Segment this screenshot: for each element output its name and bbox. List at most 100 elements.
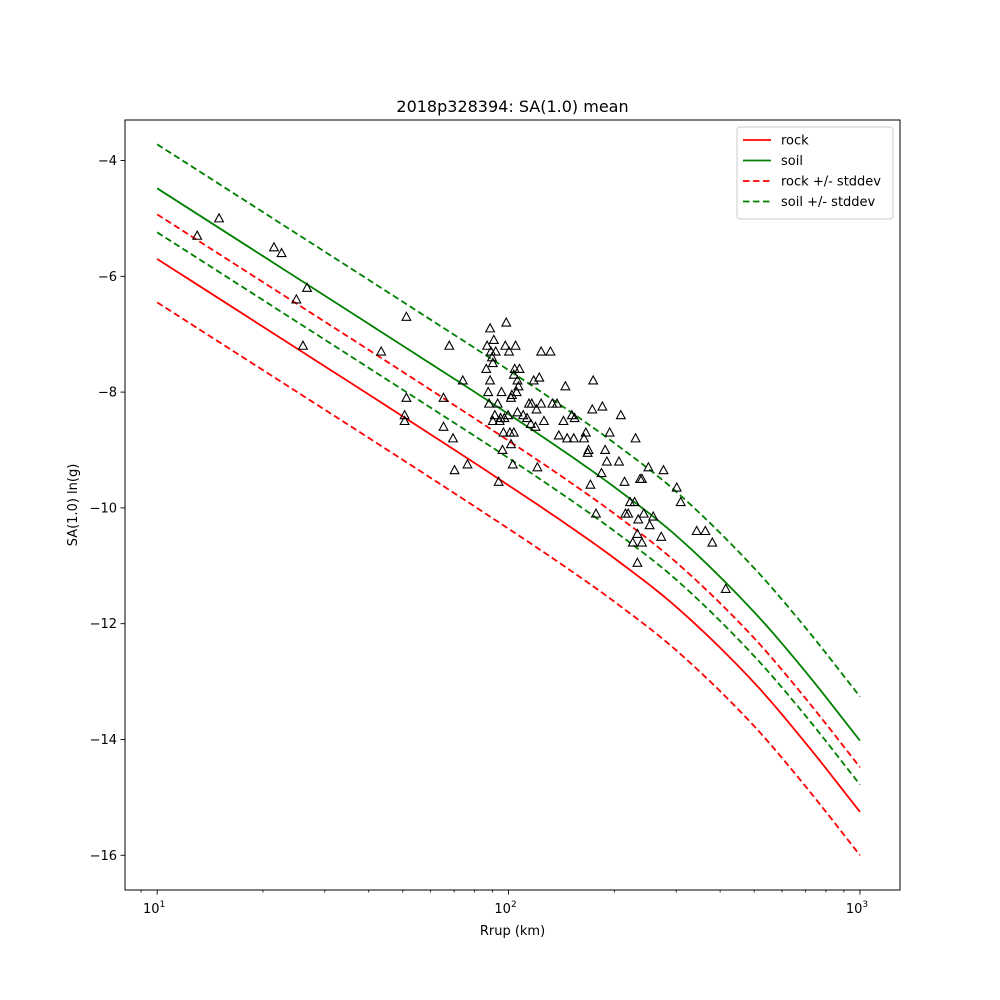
observation-marker	[601, 455, 613, 466]
observation-marker	[538, 415, 550, 426]
observation-marker	[590, 507, 602, 518]
observation-marker	[551, 397, 563, 408]
x-tick-label: 102	[494, 900, 516, 917]
observation-marker	[658, 464, 669, 475]
observation-marker	[720, 583, 732, 593]
observation-marker	[568, 432, 580, 443]
observation-marker	[583, 444, 594, 455]
observation-marker	[629, 496, 640, 507]
observation-marker	[655, 531, 667, 541]
observation-marker	[558, 415, 569, 426]
observation-marker	[276, 247, 287, 258]
x-axis: 101 102 103	[140, 890, 868, 917]
observation-marker	[530, 421, 541, 431]
observation-marker	[531, 403, 542, 414]
legend-box	[736, 126, 894, 220]
y-axis: −4 −6 −8 −10 −12 −14 −16	[90, 154, 125, 864]
y-tick-label: −16	[90, 849, 117, 864]
y-tick-label: −14	[90, 733, 117, 748]
observation-marker	[632, 528, 643, 538]
observation-marker	[213, 212, 225, 223]
observation-marker	[521, 412, 533, 423]
observation-marker	[447, 432, 459, 443]
observation-marker	[487, 357, 499, 368]
observation-marker	[496, 386, 507, 397]
observation-marker	[490, 345, 501, 356]
observation-marker	[508, 368, 520, 379]
observation-marker	[500, 316, 512, 327]
observation-marker	[484, 322, 496, 333]
plot-frame	[124, 119, 901, 891]
observation-marker	[498, 426, 509, 437]
observation-marker	[449, 464, 460, 475]
x-tick-label: 101	[143, 900, 165, 917]
observation-marker	[587, 403, 598, 414]
observation-marker	[505, 392, 517, 402]
observation-marker	[707, 536, 718, 547]
observation-marker	[401, 311, 412, 321]
observation-marker	[488, 334, 500, 345]
observation-marker	[604, 426, 615, 437]
observation-marker	[517, 409, 529, 420]
observation-marker	[597, 400, 608, 411]
observation-marker	[675, 496, 687, 507]
observation-marker	[510, 340, 521, 350]
observation-marker	[526, 397, 538, 408]
x-tick-label: 103	[846, 900, 868, 917]
observation-marker	[399, 409, 410, 420]
observation-marker	[401, 392, 412, 402]
legend-label-rock-upper: rock +/- stddev	[781, 175, 881, 190]
observations-layer	[191, 212, 732, 593]
observation-marker	[596, 467, 607, 478]
observation-marker	[532, 461, 543, 472]
observation-marker	[615, 409, 627, 420]
observation-marker	[507, 458, 519, 469]
observation-marker	[671, 481, 683, 492]
observation-marker	[489, 409, 501, 420]
observation-marker	[636, 536, 648, 547]
observation-marker	[375, 345, 387, 356]
observation-marker	[291, 293, 302, 304]
observation-marker	[505, 438, 517, 449]
observation-marker	[630, 432, 641, 443]
observation-marker	[438, 392, 449, 402]
observation-marker	[301, 282, 313, 292]
observation-marker	[647, 510, 659, 521]
observation-marker	[632, 513, 644, 524]
y-tick-label: −10	[90, 501, 117, 516]
y-tick-label: −12	[90, 617, 117, 632]
observation-marker	[514, 363, 525, 373]
observation-marker	[525, 418, 537, 428]
observation-marker	[644, 519, 655, 530]
y-tick-label: −8	[98, 386, 117, 401]
observation-marker	[553, 429, 565, 440]
observation-marker	[585, 478, 596, 489]
observation-marker	[622, 507, 634, 518]
observation-marker	[535, 345, 547, 356]
observation-marker	[511, 386, 522, 397]
observation-marker	[499, 412, 510, 423]
observation-marker	[506, 389, 518, 400]
observation-marker	[493, 476, 504, 486]
y-tick-label: −6	[98, 270, 117, 285]
observation-marker	[492, 397, 503, 408]
observation-marker	[484, 374, 496, 385]
observation-marker	[487, 415, 499, 426]
observation-marker	[636, 473, 648, 483]
observation-marker	[443, 340, 455, 350]
observation-marker	[513, 380, 524, 391]
observation-marker	[632, 557, 643, 567]
observation-marker	[482, 386, 494, 397]
observation-marker	[191, 230, 203, 240]
y-tick-label: −4	[98, 154, 117, 169]
observation-marker	[483, 397, 495, 408]
chart-title: 2018p328394: SA(1.0) mean	[396, 97, 628, 116]
observation-marker	[580, 426, 592, 437]
observation-marker	[587, 374, 599, 385]
observation-marker	[619, 476, 630, 486]
legend: rock soil rock +/- stddev soil +/- stddev	[736, 126, 894, 220]
observation-marker	[481, 340, 493, 350]
observation-marker	[627, 536, 639, 547]
observation-marker	[502, 409, 514, 420]
